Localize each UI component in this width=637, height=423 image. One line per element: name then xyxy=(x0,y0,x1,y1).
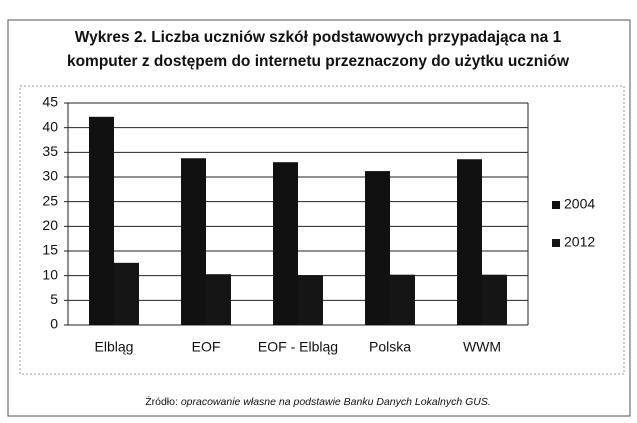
bar xyxy=(181,158,206,325)
bar xyxy=(390,274,415,325)
y-tick-label: 5 xyxy=(50,291,58,307)
bar xyxy=(273,162,298,325)
x-tick-label: EOF xyxy=(192,339,221,355)
x-tick-label: Elbląg xyxy=(95,339,134,355)
legend-label: 2012 xyxy=(564,234,595,250)
legend-label: 2004 xyxy=(564,196,595,212)
legend-swatch xyxy=(552,201,560,209)
source-text: opracowanie własne na podstawie Banku Da… xyxy=(181,396,491,408)
source-label: Źródło: xyxy=(145,395,178,408)
bar xyxy=(298,275,323,325)
bar xyxy=(482,274,507,325)
y-tick-label: 30 xyxy=(42,168,58,184)
bar xyxy=(457,159,482,325)
source: Źródło: opracowanie własne na podstawie … xyxy=(145,395,491,408)
chart-title: komputer z dostępem do internetu przezna… xyxy=(67,53,570,70)
x-tick-label: EOF - Elbląg xyxy=(258,339,338,355)
y-tick-label: 0 xyxy=(50,316,58,332)
legend-swatch xyxy=(552,239,560,247)
chart-title: Wykres 2. Liczba uczniów szkół podstawow… xyxy=(75,29,562,46)
y-tick-label: 35 xyxy=(42,143,58,159)
y-tick-label: 40 xyxy=(42,118,58,134)
bar xyxy=(89,116,114,326)
y-tick-label: 25 xyxy=(42,192,58,208)
y-tick-label: 45 xyxy=(42,94,58,110)
x-tick-label: Polska xyxy=(369,339,411,355)
y-tick-label: 20 xyxy=(42,217,58,233)
y-tick-label: 15 xyxy=(42,242,58,258)
bar xyxy=(206,274,231,325)
x-tick-label: WWM xyxy=(463,339,501,355)
bar xyxy=(365,171,390,325)
y-tick-label: 10 xyxy=(42,266,58,282)
bar xyxy=(114,262,139,325)
outer-frame xyxy=(7,19,631,417)
chart-frame xyxy=(19,85,625,375)
